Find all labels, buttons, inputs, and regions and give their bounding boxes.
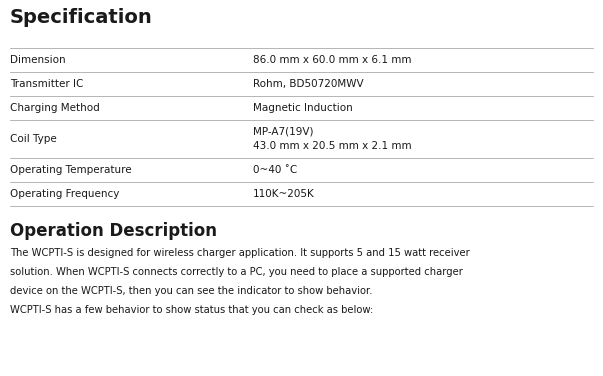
Text: Charging Method: Charging Method [10, 103, 99, 113]
Text: Transmitter IC: Transmitter IC [10, 79, 83, 89]
Text: 43.0 mm x 20.5 mm x 2.1 mm: 43.0 mm x 20.5 mm x 2.1 mm [253, 141, 412, 151]
Text: Rohm, BD50720MWV: Rohm, BD50720MWV [253, 79, 364, 89]
Text: solution. When WCPTI-S connects correctly to a PC, you need to place a supported: solution. When WCPTI-S connects correctl… [10, 267, 463, 277]
Text: Magnetic Induction: Magnetic Induction [253, 103, 353, 113]
Text: device on the WCPTI-S, then you can see the indicator to show behavior.: device on the WCPTI-S, then you can see … [10, 286, 373, 296]
Text: Operating Temperature: Operating Temperature [10, 165, 131, 175]
Text: Specification: Specification [10, 8, 153, 27]
Text: The WCPTI-S is designed for wireless charger application. It supports 5 and 15 w: The WCPTI-S is designed for wireless cha… [10, 248, 470, 258]
Text: Operation Description: Operation Description [10, 222, 217, 240]
Text: Operating Frequency: Operating Frequency [10, 189, 119, 199]
Text: 0~40 ˚C: 0~40 ˚C [253, 165, 297, 175]
Text: 110K~205K: 110K~205K [253, 189, 315, 199]
Text: MP-A7(19V): MP-A7(19V) [253, 126, 314, 136]
Text: Dimension: Dimension [10, 55, 66, 65]
Text: WCPTI-S has a few behavior to show status that you can check as below:: WCPTI-S has a few behavior to show statu… [10, 305, 373, 315]
Text: 86.0 mm x 60.0 mm x 6.1 mm: 86.0 mm x 60.0 mm x 6.1 mm [253, 55, 411, 65]
Text: Coil Type: Coil Type [10, 134, 57, 144]
